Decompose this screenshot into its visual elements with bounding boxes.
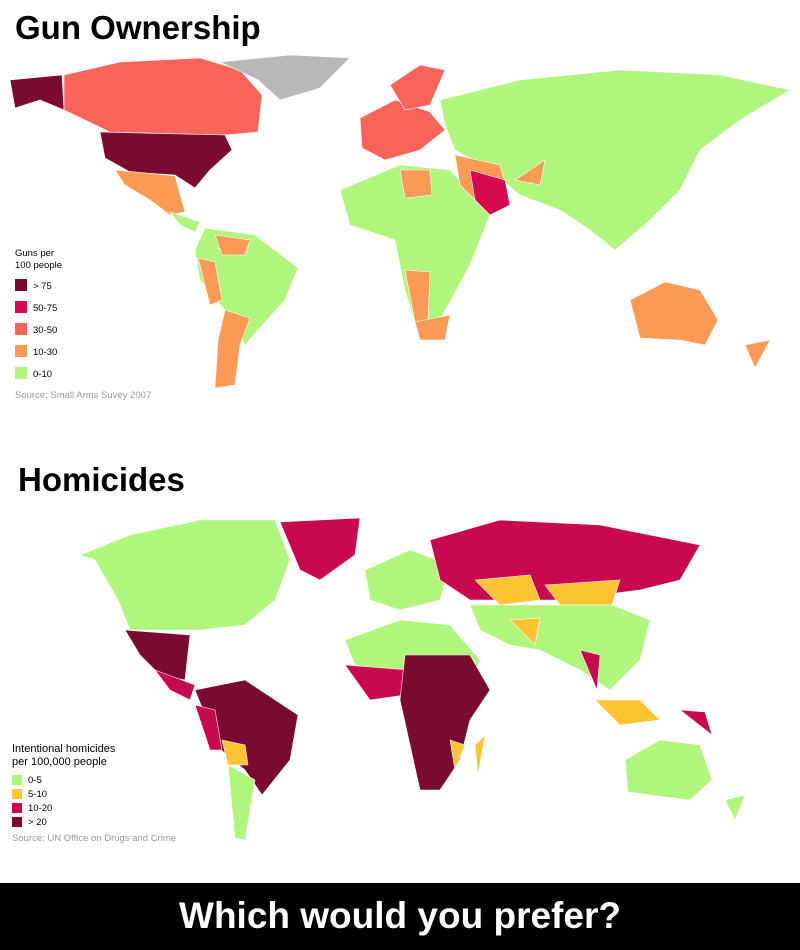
- legend-swatch: [12, 817, 22, 827]
- legend-swatch: [15, 345, 27, 357]
- source: Source: UN Office on Drugs and Crime: [12, 833, 176, 844]
- legend-label: > 75: [33, 281, 52, 292]
- legend-swatch: [15, 323, 27, 335]
- legend-label: 0-10: [33, 369, 52, 380]
- gun-map: [9, 54, 791, 389]
- legend-title: 100 people: [15, 260, 62, 271]
- legend-label: 30-50: [33, 325, 57, 336]
- source: Source: Small Arms Suvey 2007: [15, 390, 151, 401]
- legend-swatch: [12, 789, 22, 799]
- caption-bar: [0, 883, 800, 950]
- legend-swatch: [15, 301, 27, 313]
- legend-swatch: [15, 367, 27, 379]
- legend-title: Intentional homicides: [12, 743, 116, 755]
- legend-swatch: [12, 803, 22, 813]
- legend-label: 5-10: [28, 789, 47, 800]
- legend-label: 0-5: [28, 775, 42, 786]
- legend-swatch: [15, 279, 27, 291]
- legend-label: 10-20: [28, 803, 52, 814]
- caption: Which would you prefer?: [179, 895, 621, 936]
- homicide-map: [79, 517, 746, 841]
- legend-swatch: [12, 775, 22, 785]
- legend-label: 50-75: [33, 303, 57, 314]
- legend-label: > 20: [28, 817, 47, 828]
- legend-title: Guns per: [15, 248, 54, 259]
- map-title: Gun Ownership: [15, 9, 261, 46]
- map-title: Homicides: [18, 461, 185, 498]
- legend-label: 10-30: [33, 347, 57, 358]
- legend-title: per 100,000 people: [12, 756, 107, 768]
